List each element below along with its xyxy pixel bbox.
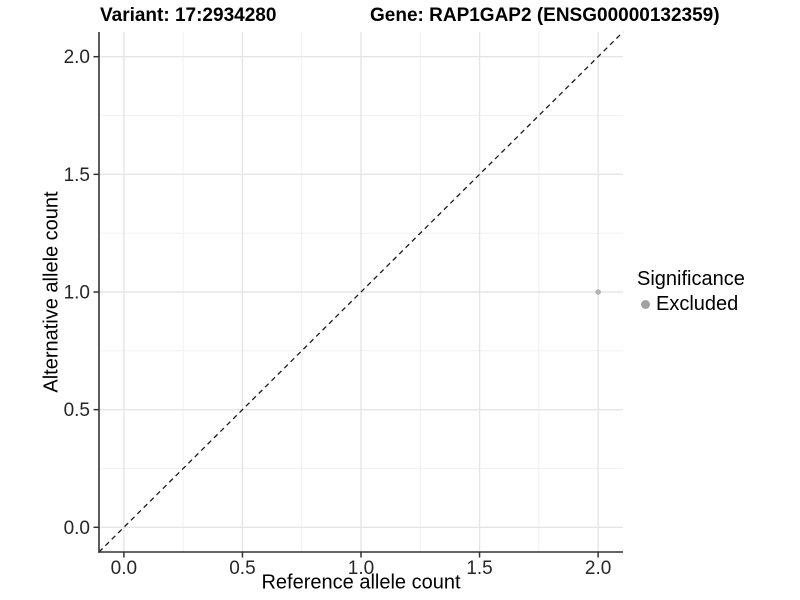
legend-title: Significance xyxy=(637,268,745,290)
legend-item-label: Excluded xyxy=(656,293,739,315)
y-tick-label: 1.0 xyxy=(64,283,90,304)
data-point-excluded xyxy=(595,289,601,295)
x-tick-label: 2.0 xyxy=(585,558,611,579)
identity-dashed-line xyxy=(98,31,624,553)
y-tick-label: 1.5 xyxy=(64,165,90,186)
x-tick-label: 1.0 xyxy=(348,558,374,579)
legend-key-dot-icon xyxy=(641,299,650,309)
plot-title-gene: Gene: RAP1GAP2 (ENSG00000132359) xyxy=(370,5,720,26)
y-tick-label: 2.0 xyxy=(64,47,90,68)
x-axis-title: Reference allele count xyxy=(261,571,461,594)
y-tick-label: 0.5 xyxy=(64,400,90,421)
legend-item-excluded: Excluded xyxy=(637,293,745,315)
y-tick-label: 0.0 xyxy=(64,518,90,539)
plot-title-variant: Variant: 17:2934280 xyxy=(100,5,277,26)
x-tick-label: 0.5 xyxy=(229,558,255,579)
legend: Significance Excluded xyxy=(637,268,745,315)
x-tick-label: 0.0 xyxy=(111,558,137,579)
x-tick-label: 1.5 xyxy=(466,558,492,579)
y-axis-title: Alternative allele count xyxy=(40,191,63,393)
